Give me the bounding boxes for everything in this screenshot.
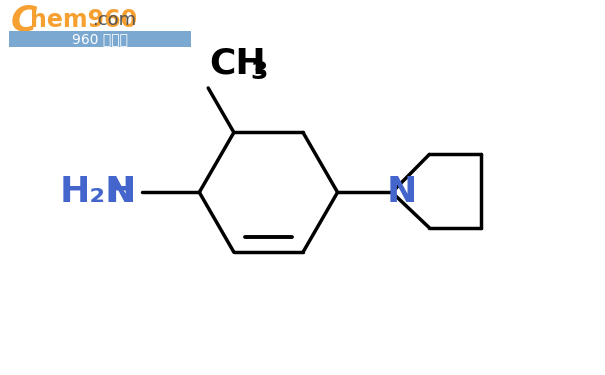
Text: 3: 3 xyxy=(251,60,268,84)
Text: CH: CH xyxy=(209,46,266,80)
Text: C: C xyxy=(11,3,37,38)
Text: .com: .com xyxy=(92,12,136,30)
Text: H: H xyxy=(106,175,136,209)
Text: 960 化工网: 960 化工网 xyxy=(71,32,128,46)
FancyBboxPatch shape xyxy=(8,32,191,47)
Text: H₂N: H₂N xyxy=(60,175,136,209)
FancyBboxPatch shape xyxy=(8,10,191,47)
Text: hem960: hem960 xyxy=(30,9,137,33)
Text: N: N xyxy=(387,175,417,209)
